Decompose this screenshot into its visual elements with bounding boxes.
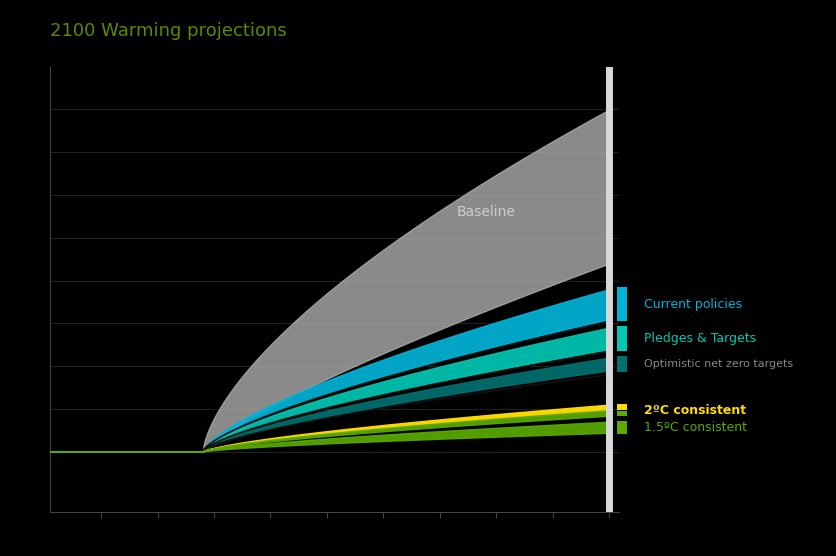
- Text: Optimistic net zero targets: Optimistic net zero targets: [644, 359, 793, 369]
- Text: 2100 Warming projections: 2100 Warming projections: [50, 22, 287, 40]
- Text: Current policies: Current policies: [644, 297, 742, 311]
- Text: Baseline: Baseline: [456, 205, 515, 219]
- Text: Pledges & Targets: Pledges & Targets: [644, 332, 756, 345]
- Text: 1.5ºC consistent: 1.5ºC consistent: [644, 421, 747, 434]
- Text: 2ºC consistent: 2ºC consistent: [644, 404, 746, 416]
